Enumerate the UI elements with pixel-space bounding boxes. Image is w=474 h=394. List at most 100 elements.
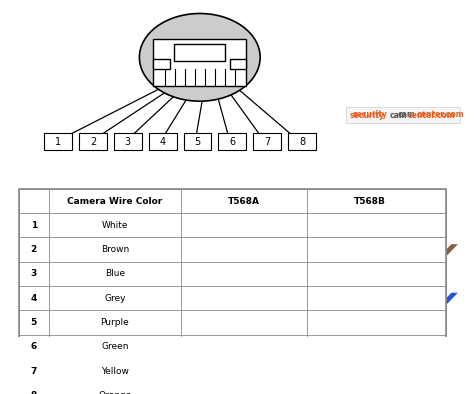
- Polygon shape: [315, 341, 332, 352]
- Polygon shape: [244, 293, 261, 304]
- Text: security: security: [349, 111, 384, 119]
- Polygon shape: [369, 293, 386, 304]
- FancyBboxPatch shape: [322, 268, 417, 279]
- Polygon shape: [322, 293, 339, 304]
- Text: 3: 3: [125, 137, 131, 147]
- Text: Yellow: Yellow: [101, 366, 129, 375]
- Polygon shape: [346, 390, 363, 394]
- Text: cam: cam: [397, 110, 415, 119]
- Polygon shape: [268, 244, 285, 255]
- FancyBboxPatch shape: [322, 244, 417, 255]
- Polygon shape: [322, 341, 339, 352]
- FancyBboxPatch shape: [346, 107, 460, 123]
- Polygon shape: [441, 341, 458, 352]
- Text: Brown: Brown: [101, 245, 129, 254]
- Text: White: White: [102, 221, 128, 230]
- Polygon shape: [315, 244, 332, 255]
- Text: 1: 1: [30, 221, 37, 230]
- Text: Orange: Orange: [98, 391, 132, 394]
- Polygon shape: [298, 293, 315, 304]
- Polygon shape: [369, 341, 386, 352]
- Polygon shape: [268, 341, 285, 352]
- FancyBboxPatch shape: [174, 44, 225, 61]
- Polygon shape: [196, 341, 213, 352]
- Circle shape: [139, 13, 260, 101]
- FancyBboxPatch shape: [196, 390, 292, 394]
- Polygon shape: [346, 293, 363, 304]
- FancyBboxPatch shape: [79, 133, 107, 150]
- Polygon shape: [173, 390, 190, 394]
- Polygon shape: [244, 341, 261, 352]
- FancyBboxPatch shape: [196, 293, 292, 304]
- Polygon shape: [220, 341, 237, 352]
- Polygon shape: [393, 341, 410, 352]
- Text: 5: 5: [194, 137, 201, 147]
- Text: 3: 3: [30, 269, 37, 279]
- FancyBboxPatch shape: [322, 220, 417, 231]
- Polygon shape: [220, 293, 237, 304]
- Polygon shape: [196, 293, 213, 304]
- FancyBboxPatch shape: [196, 341, 292, 352]
- Polygon shape: [298, 244, 315, 255]
- FancyBboxPatch shape: [230, 59, 246, 69]
- FancyBboxPatch shape: [153, 39, 246, 86]
- Polygon shape: [268, 293, 285, 304]
- Text: T568B: T568B: [354, 197, 385, 206]
- FancyBboxPatch shape: [219, 133, 246, 150]
- Text: Blue: Blue: [105, 269, 125, 279]
- FancyBboxPatch shape: [18, 189, 446, 394]
- Polygon shape: [322, 390, 339, 394]
- Text: T568A: T568A: [228, 197, 260, 206]
- Text: Camera Wire Color: Camera Wire Color: [67, 197, 163, 206]
- Polygon shape: [417, 390, 434, 394]
- FancyBboxPatch shape: [322, 317, 417, 328]
- Text: 8: 8: [299, 137, 305, 147]
- Polygon shape: [346, 244, 363, 255]
- FancyBboxPatch shape: [196, 268, 292, 279]
- Polygon shape: [196, 244, 213, 255]
- Polygon shape: [393, 293, 410, 304]
- Text: cam: cam: [389, 111, 407, 119]
- FancyBboxPatch shape: [44, 133, 72, 150]
- FancyBboxPatch shape: [288, 133, 316, 150]
- Polygon shape: [292, 293, 309, 304]
- Text: 4: 4: [160, 137, 166, 147]
- Polygon shape: [220, 244, 237, 255]
- FancyBboxPatch shape: [253, 133, 281, 150]
- Text: 1: 1: [55, 137, 61, 147]
- FancyBboxPatch shape: [196, 220, 292, 231]
- Polygon shape: [268, 390, 285, 394]
- Text: 7: 7: [264, 137, 270, 147]
- Text: 6: 6: [229, 137, 236, 147]
- Polygon shape: [298, 390, 315, 394]
- Polygon shape: [441, 293, 458, 304]
- Polygon shape: [244, 390, 261, 394]
- FancyBboxPatch shape: [322, 366, 417, 377]
- Polygon shape: [441, 390, 458, 394]
- Polygon shape: [220, 390, 237, 394]
- Text: 2: 2: [30, 245, 37, 254]
- FancyBboxPatch shape: [322, 293, 417, 304]
- Polygon shape: [417, 341, 434, 352]
- Text: 8: 8: [30, 391, 37, 394]
- Text: 6: 6: [30, 342, 37, 351]
- Polygon shape: [244, 244, 261, 255]
- Polygon shape: [369, 390, 386, 394]
- Polygon shape: [173, 244, 190, 255]
- Polygon shape: [393, 244, 410, 255]
- Text: Green: Green: [101, 342, 129, 351]
- Polygon shape: [315, 293, 332, 304]
- FancyBboxPatch shape: [322, 341, 417, 352]
- Polygon shape: [417, 293, 434, 304]
- Polygon shape: [417, 244, 434, 255]
- Polygon shape: [292, 341, 309, 352]
- FancyBboxPatch shape: [149, 133, 176, 150]
- FancyBboxPatch shape: [183, 133, 211, 150]
- Polygon shape: [173, 293, 190, 304]
- Polygon shape: [173, 341, 190, 352]
- Text: center.com: center.com: [408, 111, 456, 119]
- Polygon shape: [196, 390, 213, 394]
- FancyBboxPatch shape: [196, 366, 292, 377]
- Polygon shape: [292, 390, 309, 394]
- Text: 5: 5: [30, 318, 37, 327]
